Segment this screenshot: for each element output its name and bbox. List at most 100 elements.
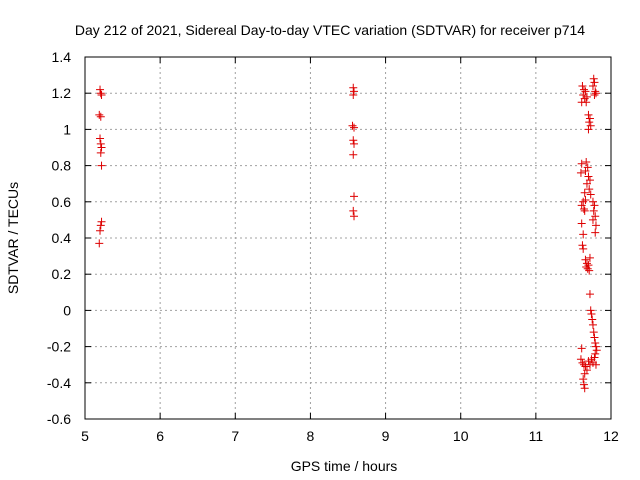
plot-frame	[84, 56, 612, 420]
data-point	[579, 197, 588, 206]
x-tick-label: 10	[453, 428, 469, 444]
data-point	[590, 333, 599, 342]
data-point	[576, 355, 585, 364]
data-point	[579, 85, 588, 94]
data-point	[581, 362, 590, 371]
data-point	[579, 380, 588, 389]
y-tick-label: 1.2	[52, 85, 72, 101]
data-point	[96, 221, 105, 230]
data-point	[585, 185, 594, 194]
data-point	[349, 91, 358, 100]
data-point	[591, 228, 600, 237]
data-point	[584, 110, 593, 119]
data-point	[350, 87, 359, 96]
y-tick-labels: -0.6 -0.4 -0.2 0 0.2 0.4 0.6 0.8 1 1.2 1.4	[47, 49, 71, 427]
data-points	[95, 74, 601, 393]
x-axis-title: GPS time / hours	[291, 458, 398, 474]
data-point	[587, 355, 596, 364]
data-point	[348, 121, 357, 130]
data-point	[591, 221, 600, 230]
data-point	[577, 219, 586, 228]
chart-title: Day 212 of 2021, Sidereal Day-to-day VTE…	[75, 22, 585, 38]
data-point	[585, 253, 594, 262]
y-tick-label: 0.2	[52, 266, 72, 282]
data-point	[96, 112, 105, 121]
data-point	[578, 241, 587, 250]
data-point	[97, 143, 106, 152]
y-tick-label: 1.4	[52, 49, 72, 65]
data-point	[591, 360, 600, 369]
data-point	[580, 206, 589, 215]
x-tick-label: 12	[603, 428, 619, 444]
y-tick-label: 1	[63, 121, 71, 137]
data-point	[349, 150, 358, 159]
data-point	[96, 139, 105, 148]
data-point	[349, 83, 358, 92]
data-point	[577, 344, 586, 353]
x-tick-label: 6	[156, 428, 164, 444]
y-tick-label: 0.4	[52, 230, 72, 246]
data-point	[579, 230, 588, 239]
data-point	[579, 205, 588, 214]
data-point	[95, 239, 104, 248]
data-point	[584, 125, 593, 134]
data-point	[350, 139, 359, 148]
data-point	[579, 375, 588, 384]
data-point	[349, 206, 358, 215]
data-point	[584, 172, 593, 181]
y-axis-title: SDTVAR / TECUs	[5, 182, 21, 294]
data-point	[581, 255, 590, 264]
data-point	[588, 81, 597, 90]
x-tick-label: 11	[529, 428, 544, 444]
y-tick-label: 0.8	[52, 158, 72, 174]
data-point	[583, 264, 592, 273]
data-point	[588, 315, 597, 324]
data-point	[585, 114, 594, 123]
data-point	[591, 212, 600, 221]
data-point	[589, 206, 598, 215]
data-point	[95, 110, 104, 119]
data-point	[588, 215, 597, 224]
data-point	[587, 310, 596, 319]
data-point	[576, 168, 585, 177]
x-tick-label: 7	[231, 428, 239, 444]
data-point	[591, 342, 600, 351]
data-point	[590, 78, 599, 87]
data-point	[582, 259, 591, 268]
grid	[85, 57, 611, 419]
data-point	[581, 167, 590, 176]
data-point	[97, 91, 106, 100]
data-point	[585, 290, 594, 299]
data-point	[96, 89, 105, 98]
data-point	[582, 179, 591, 188]
data-point	[578, 81, 587, 90]
data-point	[586, 190, 595, 199]
data-point	[590, 201, 599, 210]
data-point	[579, 244, 588, 253]
x-tick-label: 5	[81, 428, 89, 444]
axis-ticks	[84, 56, 612, 420]
data-point	[577, 159, 586, 168]
data-point	[591, 87, 600, 96]
data-point	[96, 148, 105, 157]
data-point	[586, 306, 595, 315]
data-point	[96, 226, 105, 235]
data-point	[97, 161, 106, 170]
data-point	[591, 89, 600, 98]
data-point	[581, 195, 590, 204]
data-point	[580, 369, 589, 378]
data-point	[588, 320, 597, 329]
y-tick-label: -0.6	[47, 411, 71, 427]
data-point	[580, 384, 589, 393]
data-point	[97, 217, 106, 226]
data-point	[96, 134, 105, 143]
data-point	[591, 349, 600, 358]
data-point	[585, 266, 594, 275]
data-point	[583, 163, 592, 172]
y-tick-label: 0.6	[52, 194, 72, 210]
y-tick-label: 0	[63, 302, 71, 318]
y-tick-label: -0.2	[47, 339, 71, 355]
data-point	[590, 91, 599, 100]
data-point	[350, 123, 359, 132]
data-point	[589, 328, 598, 337]
